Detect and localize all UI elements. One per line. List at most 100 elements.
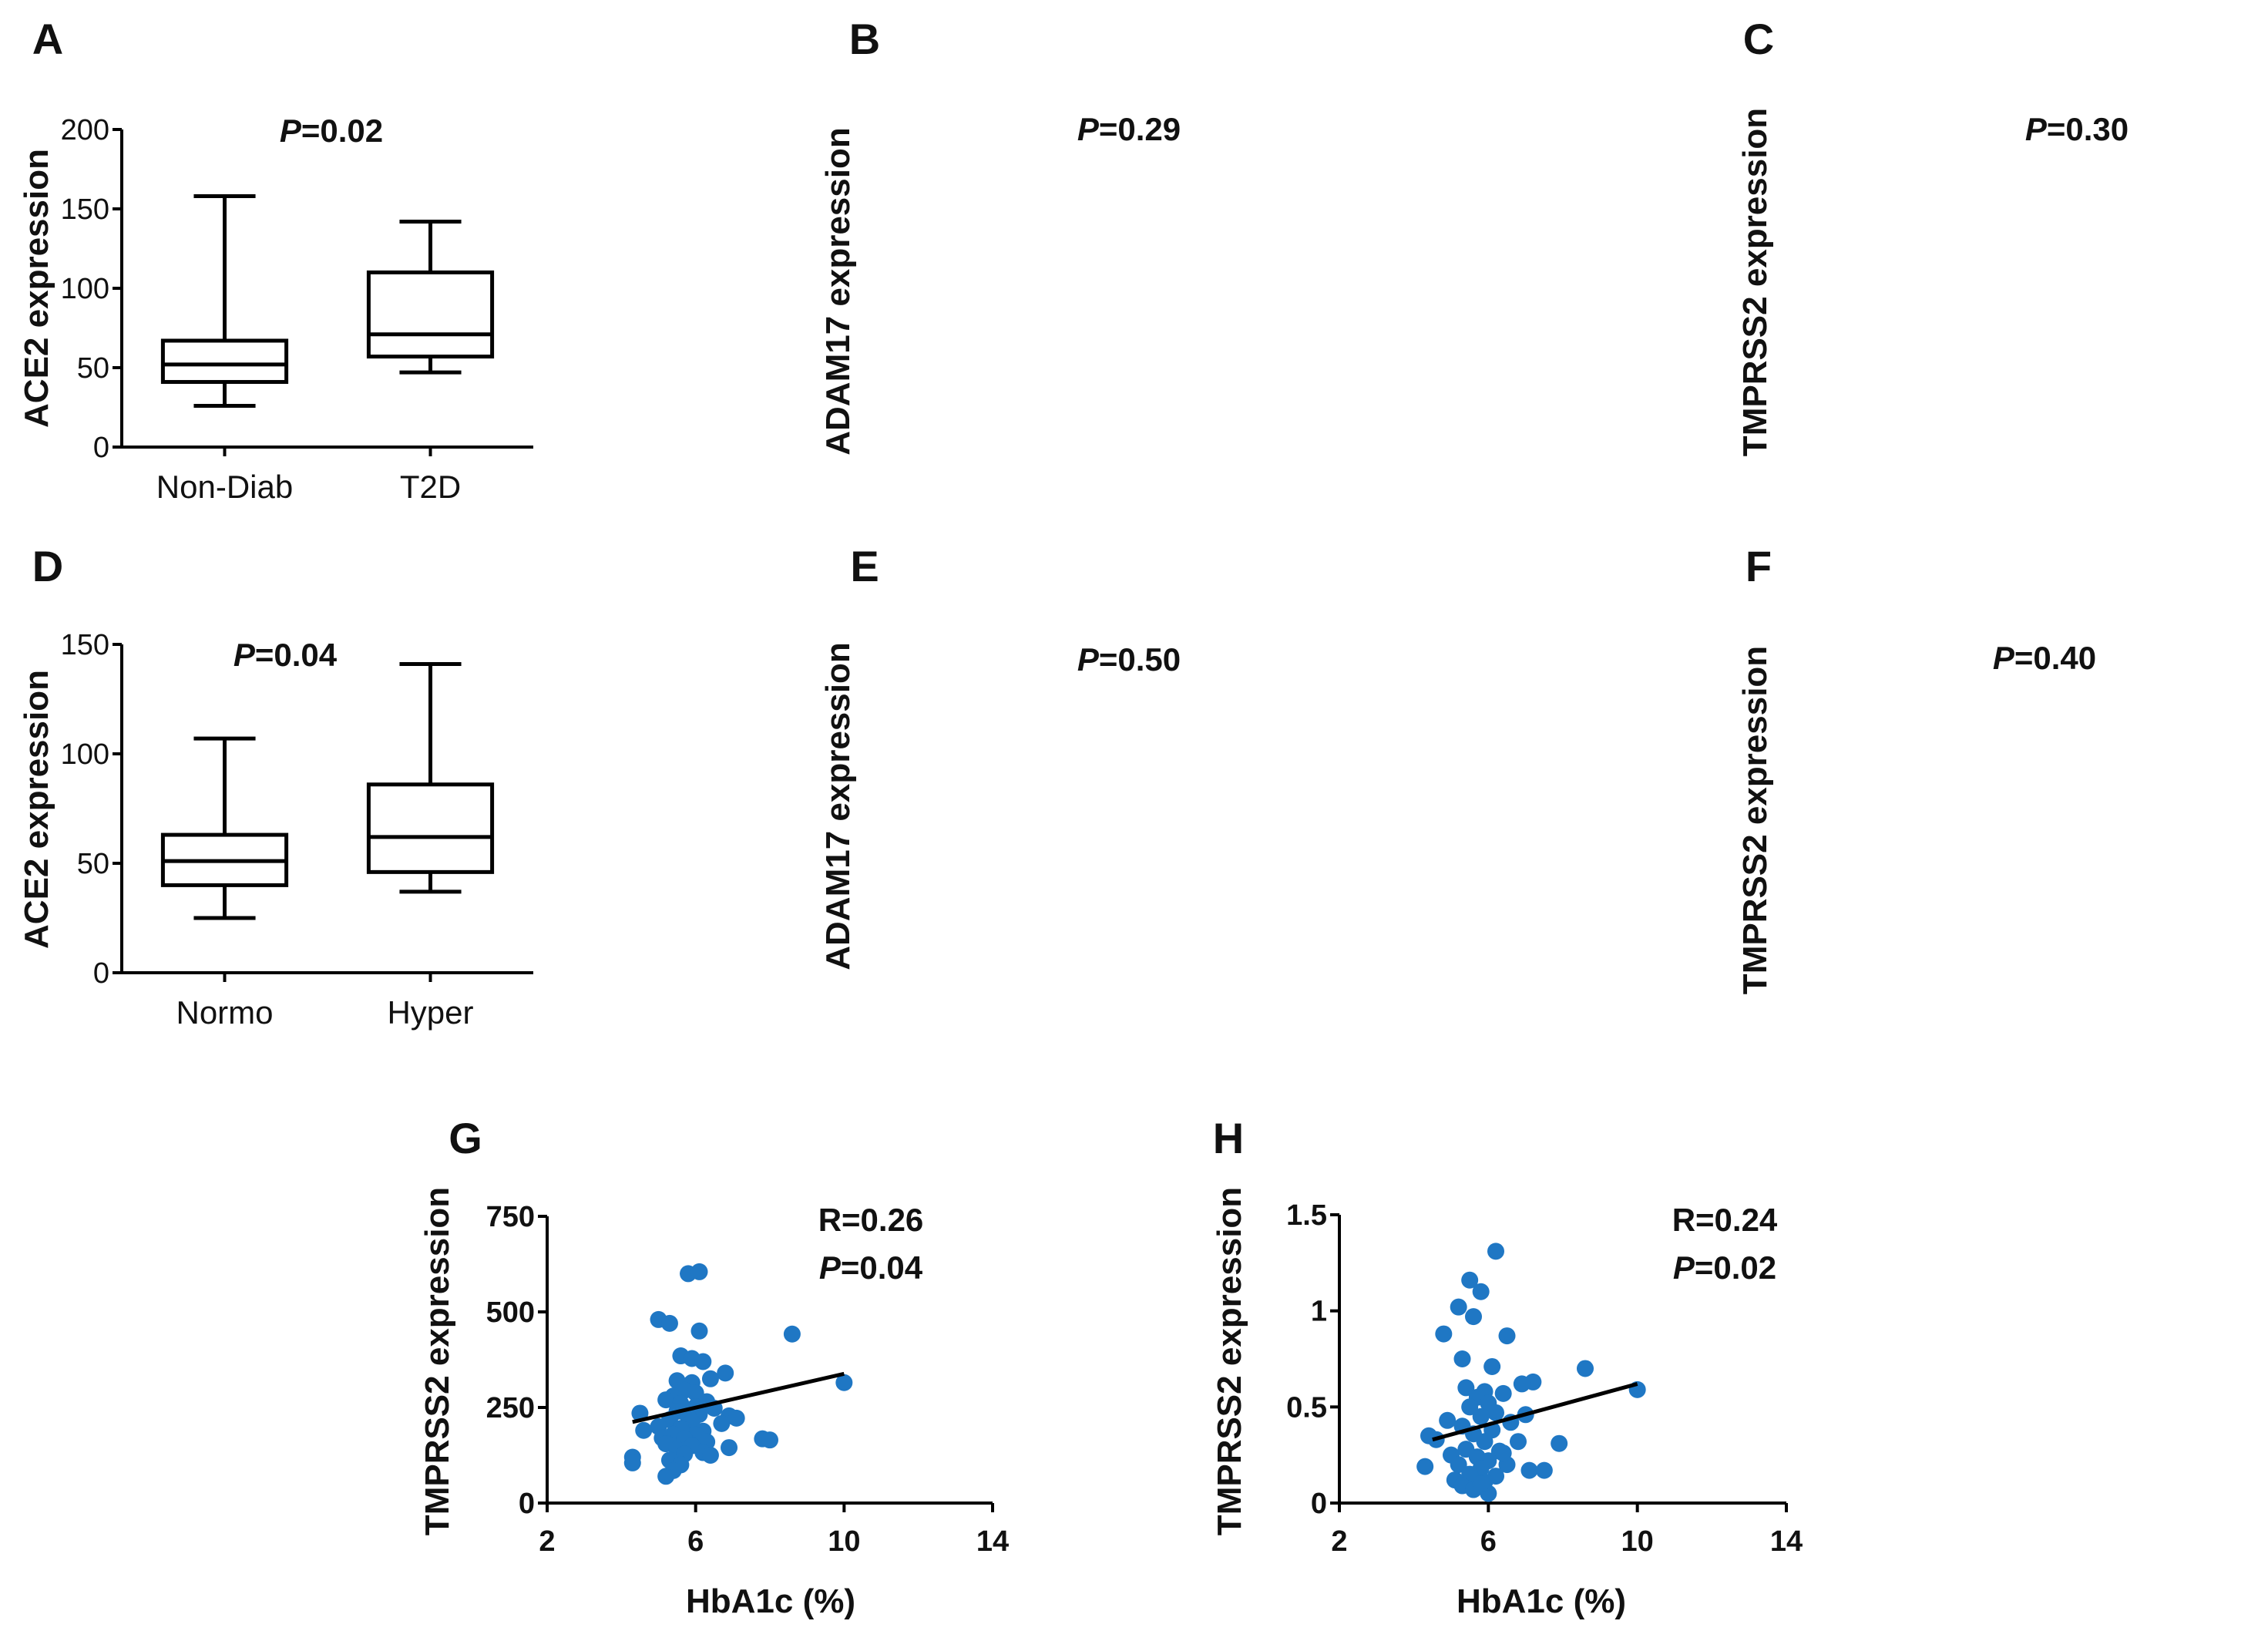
- p-value: =0.02: [1695, 1249, 1776, 1286]
- scatter-point: [1551, 1434, 1568, 1452]
- scatter-point: [1439, 1411, 1457, 1429]
- panel-label: B: [849, 15, 880, 63]
- panel-label: F: [1746, 542, 1772, 590]
- scatter-point: [1498, 1327, 1516, 1345]
- p-symbol: P: [1077, 111, 1100, 147]
- scatter-point: [783, 1325, 801, 1343]
- x-tick-label: 6: [1480, 1525, 1497, 1558]
- scatter-point: [701, 1447, 719, 1464]
- y-axis-title: TMPRSS2 expression: [1211, 1187, 1248, 1535]
- p-value-label: P=0.04: [819, 1249, 923, 1286]
- p-symbol: P: [2025, 111, 2048, 147]
- scatter-point: [1416, 1458, 1434, 1475]
- scatter-point: [1472, 1283, 1490, 1300]
- scatter-point: [1487, 1404, 1504, 1421]
- scatter-point: [1472, 1475, 1490, 1493]
- p-value: =0.29: [1099, 111, 1181, 147]
- y-tick-label: 150: [61, 193, 109, 226]
- scatter-point: [721, 1439, 738, 1457]
- scatter-point: [660, 1314, 678, 1332]
- x-tick-label: 2: [1331, 1525, 1347, 1558]
- x-category-label: Non-Diab: [156, 469, 293, 505]
- p-value-label: P=0.29: [1077, 111, 1181, 147]
- scatter-point: [1453, 1350, 1471, 1367]
- scatter-point: [1450, 1298, 1467, 1316]
- panel-label: E: [850, 542, 879, 590]
- scatter-point: [657, 1468, 675, 1485]
- scatter-point: [1494, 1444, 1512, 1462]
- y-tick-label: 0: [519, 1488, 535, 1520]
- p-value-label: P=0.02: [280, 113, 383, 149]
- x-axis-title: HbA1c (%): [686, 1582, 855, 1620]
- y-tick-label: 0: [1311, 1488, 1327, 1520]
- y-axis-title: ACE2 expression: [18, 149, 55, 428]
- chart-panel-d: D ACE2 expression 0 50 100 150 P=0.04 Normo Hype…: [18, 542, 533, 1031]
- scatter-point: [623, 1454, 641, 1471]
- p-symbol: P: [234, 637, 256, 673]
- scatter-point: [1450, 1456, 1467, 1474]
- scatter-point: [713, 1414, 731, 1432]
- scatter-point: [1520, 1461, 1538, 1479]
- y-tick-label: 200: [61, 114, 109, 146]
- panel-label: D: [32, 542, 63, 590]
- y-tick-label: 1: [1311, 1296, 1327, 1328]
- regression-line: [632, 1371, 845, 1424]
- scatter-point: [701, 1370, 719, 1387]
- panel-label: H: [1213, 1114, 1244, 1162]
- scatter-point: [1461, 1271, 1479, 1289]
- y-axis-title: ADAM17 expression: [819, 642, 857, 970]
- chart-panel-h: H TMPRSS2 expression 0 0.5 1 1.5 R=0.24 P=0.02 2…: [1211, 1114, 1803, 1620]
- p-value-label: P=0.04: [234, 637, 338, 673]
- scatter-point: [635, 1421, 653, 1439]
- p-symbol: P: [280, 113, 302, 149]
- scatter-point: [694, 1353, 712, 1370]
- y-tick-label: 500: [486, 1296, 535, 1329]
- scatter-point: [717, 1364, 734, 1382]
- x-tick-label: 10: [828, 1525, 860, 1558]
- p-value: =0.40: [2014, 640, 2096, 676]
- p-value-label: P=0.40: [1993, 640, 2096, 676]
- p-value: =0.04: [255, 637, 338, 673]
- p-value-label: P=0.50: [1077, 641, 1181, 678]
- y-tick-label: 150: [61, 629, 109, 661]
- panel-label: A: [32, 15, 63, 63]
- p-value-label: P=0.30: [2025, 111, 2129, 147]
- scatter-point: [690, 1263, 708, 1280]
- scatter-point: [1487, 1243, 1504, 1260]
- y-axis-title: TMPRSS2 expression: [1736, 108, 1774, 456]
- r-value-label: R=0.24: [1672, 1202, 1778, 1238]
- y-tick-label: 50: [77, 848, 109, 880]
- scatter-point: [657, 1391, 675, 1409]
- box-normo: [160, 736, 289, 920]
- box-t2d: [366, 219, 495, 375]
- panel-label: C: [1743, 15, 1774, 63]
- x-tick-label: 6: [687, 1525, 704, 1558]
- y-axis-title: TMPRSS2 expression: [418, 1187, 456, 1535]
- scatter-point: [727, 1409, 745, 1427]
- y-tick-label: 100: [61, 273, 109, 305]
- scatter-point: [690, 1322, 708, 1340]
- p-value: =0.04: [841, 1249, 923, 1286]
- x-axis-title: HbA1c (%): [1457, 1582, 1626, 1620]
- x-tick-label: 14: [976, 1525, 1009, 1558]
- p-symbol: P: [1077, 641, 1100, 678]
- scatter-point: [1472, 1407, 1490, 1425]
- scatter-point: [1465, 1308, 1482, 1326]
- scatter-point: [835, 1374, 853, 1391]
- scatter-point: [1435, 1325, 1453, 1343]
- x-category-label: Hyper: [387, 994, 473, 1031]
- x-tick-label: 10: [1621, 1525, 1654, 1558]
- p-value: =0.50: [1099, 641, 1181, 678]
- x-category-label: T2D: [400, 469, 461, 505]
- iqr-box: [366, 782, 495, 874]
- y-axis-title: TMPRSS2 expression: [1736, 646, 1774, 994]
- scatter-point: [761, 1431, 778, 1449]
- scatter-point: [1535, 1461, 1553, 1479]
- p-value: =0.02: [301, 113, 383, 149]
- chart-panel-g: G TMPRSS2 expression 0 250 500 750 R=0.26 P=0.0…: [418, 1114, 1009, 1620]
- x-tick-label: 2: [539, 1525, 555, 1558]
- chart-panel-a: A ACE2 expression 0 50 100 150 200 P=0.02 Non-Di…: [18, 15, 533, 505]
